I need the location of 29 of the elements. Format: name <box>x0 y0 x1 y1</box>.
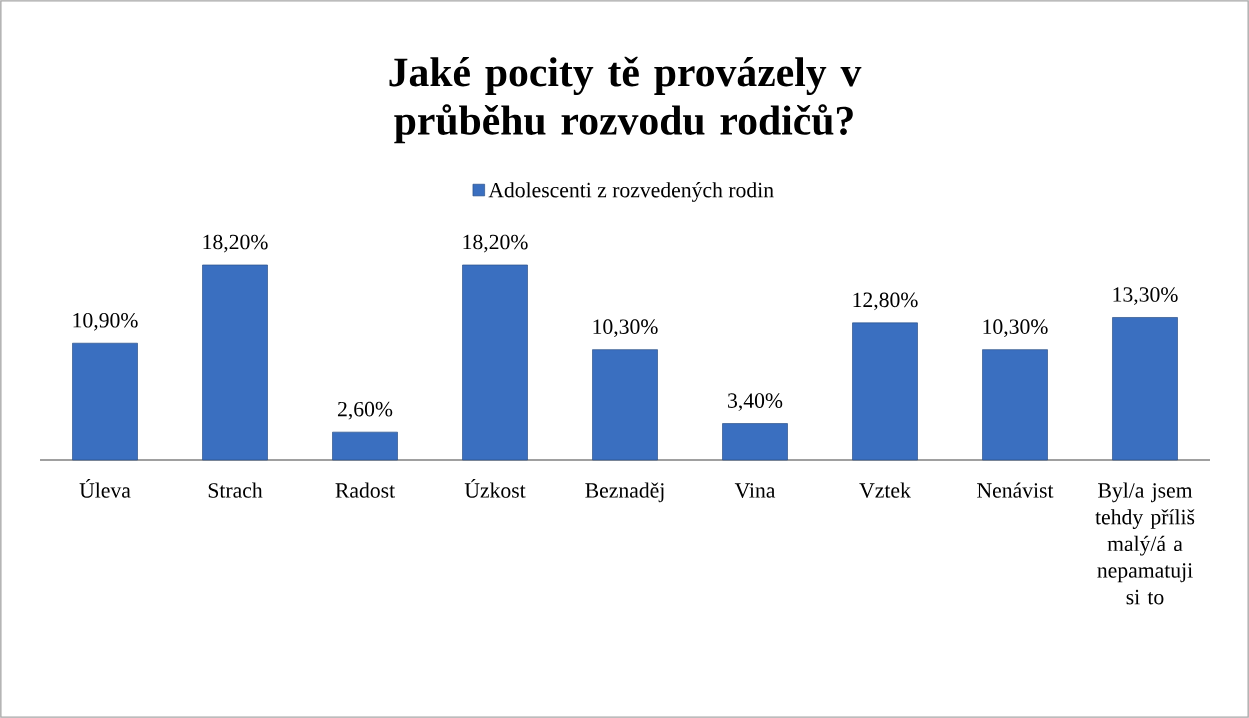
legend-label: Adolescenti z rozvedených rodin <box>488 182 774 202</box>
bar <box>852 322 918 461</box>
x-tick-label: Beznaděj <box>585 482 664 503</box>
bar <box>332 431 398 461</box>
x-tick-label: Radost <box>335 482 395 498</box>
bar <box>722 423 788 461</box>
bar <box>72 342 138 461</box>
x-tick-label: Úzkost <box>464 478 526 498</box>
x-tick-label: Nenávist <box>977 482 1054 498</box>
data-label: 10,30% <box>593 319 658 338</box>
chart-title: Jaké pocity tě provázely v průběhu rozvodu rodičů? <box>389 56 862 144</box>
x-tick-label: Vina <box>734 483 776 498</box>
data-label: 2,60% <box>337 401 393 420</box>
x-tick-label: Byl/a jsem tehdy příliš malý/á a nepamatuji si to <box>1095 482 1195 605</box>
data-label: 13,30% <box>1113 287 1178 305</box>
x-tick-label: Úleva <box>79 478 131 498</box>
x-tick-label: Vztek <box>859 482 911 498</box>
data-label: 18,20% <box>203 234 268 253</box>
data-label: 10,30% <box>983 319 1048 338</box>
bar <box>1112 317 1178 461</box>
bar <box>202 264 268 461</box>
bar <box>982 349 1048 461</box>
data-label: 3,40% <box>728 393 783 412</box>
bar <box>462 264 528 461</box>
data-label: 12,80% <box>853 292 918 311</box>
x-tick-label: Strach <box>208 482 263 498</box>
bar <box>592 349 658 461</box>
data-label: 10,90% <box>73 312 138 331</box>
data-label: 18,20% <box>463 234 528 253</box>
